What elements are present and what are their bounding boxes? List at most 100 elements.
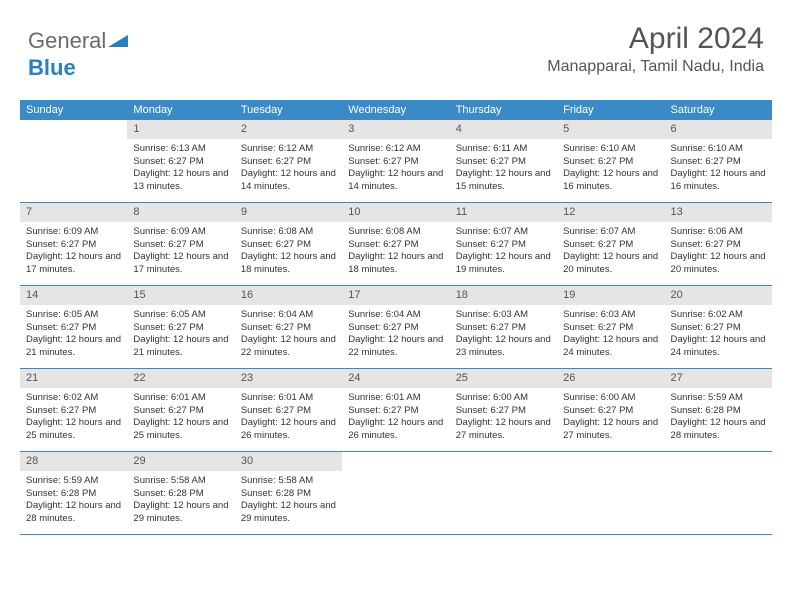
day-details: Sunrise: 5:59 AMSunset: 6:28 PMDaylight:… — [665, 388, 772, 449]
calendar-cell: 29Sunrise: 5:58 AMSunset: 6:28 PMDayligh… — [127, 452, 234, 534]
day-number: 28 — [20, 452, 127, 471]
calendar-cell: 16Sunrise: 6:04 AMSunset: 6:27 PMDayligh… — [235, 286, 342, 368]
calendar-week: 14Sunrise: 6:05 AMSunset: 6:27 PMDayligh… — [20, 286, 772, 369]
daylight-text: Daylight: 12 hours and 18 minutes. — [348, 251, 443, 277]
day-details: Sunrise: 6:07 AMSunset: 6:27 PMDaylight:… — [450, 222, 557, 283]
logo-text-1: General — [28, 28, 106, 53]
sunrise-text: Sunrise: 5:59 AM — [26, 475, 121, 488]
dow-tuesday: Tuesday — [235, 100, 342, 120]
sunset-text: Sunset: 6:27 PM — [348, 405, 443, 418]
daylight-text: Daylight: 12 hours and 22 minutes. — [241, 334, 336, 360]
sunset-text: Sunset: 6:28 PM — [241, 488, 336, 501]
sunset-text: Sunset: 6:27 PM — [133, 156, 228, 169]
sunrise-text: Sunrise: 6:06 AM — [671, 226, 766, 239]
sunset-text: Sunset: 6:27 PM — [563, 322, 658, 335]
day-details: Sunrise: 5:58 AMSunset: 6:28 PMDaylight:… — [127, 471, 234, 532]
sunrise-text: Sunrise: 6:02 AM — [671, 309, 766, 322]
calendar-cell — [450, 452, 557, 534]
day-number: 19 — [557, 286, 664, 305]
calendar-week: 7Sunrise: 6:09 AMSunset: 6:27 PMDaylight… — [20, 203, 772, 286]
daylight-text: Daylight: 12 hours and 26 minutes. — [348, 417, 443, 443]
calendar-cell — [20, 120, 127, 202]
daylight-text: Daylight: 12 hours and 16 minutes. — [563, 168, 658, 194]
sunrise-text: Sunrise: 5:58 AM — [133, 475, 228, 488]
sunrise-text: Sunrise: 6:10 AM — [671, 143, 766, 156]
day-number: 30 — [235, 452, 342, 471]
sunset-text: Sunset: 6:27 PM — [241, 156, 336, 169]
sunrise-text: Sunrise: 6:05 AM — [133, 309, 228, 322]
day-number: 13 — [665, 203, 772, 222]
day-details: Sunrise: 6:03 AMSunset: 6:27 PMDaylight:… — [450, 305, 557, 366]
sunset-text: Sunset: 6:27 PM — [241, 239, 336, 252]
day-details: Sunrise: 6:00 AMSunset: 6:27 PMDaylight:… — [557, 388, 664, 449]
daylight-text: Daylight: 12 hours and 17 minutes. — [26, 251, 121, 277]
calendar-cell: 7Sunrise: 6:09 AMSunset: 6:27 PMDaylight… — [20, 203, 127, 285]
sunrise-text: Sunrise: 6:10 AM — [563, 143, 658, 156]
day-details: Sunrise: 6:09 AMSunset: 6:27 PMDaylight:… — [20, 222, 127, 283]
sunset-text: Sunset: 6:27 PM — [456, 239, 551, 252]
sunset-text: Sunset: 6:28 PM — [671, 405, 766, 418]
sunrise-text: Sunrise: 6:03 AM — [456, 309, 551, 322]
dow-wednesday: Wednesday — [342, 100, 449, 120]
daylight-text: Daylight: 12 hours and 24 minutes. — [563, 334, 658, 360]
calendar-cell: 3Sunrise: 6:12 AMSunset: 6:27 PMDaylight… — [342, 120, 449, 202]
sunset-text: Sunset: 6:27 PM — [133, 405, 228, 418]
sunrise-text: Sunrise: 6:07 AM — [456, 226, 551, 239]
day-number: 2 — [235, 120, 342, 139]
calendar-cell: 2Sunrise: 6:12 AMSunset: 6:27 PMDaylight… — [235, 120, 342, 202]
calendar-cell: 14Sunrise: 6:05 AMSunset: 6:27 PMDayligh… — [20, 286, 127, 368]
sunrise-text: Sunrise: 6:04 AM — [348, 309, 443, 322]
calendar-cell: 26Sunrise: 6:00 AMSunset: 6:27 PMDayligh… — [557, 369, 664, 451]
day-number: 15 — [127, 286, 234, 305]
logo-text-2: Blue — [28, 55, 76, 80]
day-details: Sunrise: 6:10 AMSunset: 6:27 PMDaylight:… — [557, 139, 664, 200]
day-details: Sunrise: 6:06 AMSunset: 6:27 PMDaylight:… — [665, 222, 772, 283]
calendar-cell: 12Sunrise: 6:07 AMSunset: 6:27 PMDayligh… — [557, 203, 664, 285]
day-details: Sunrise: 6:00 AMSunset: 6:27 PMDaylight:… — [450, 388, 557, 449]
calendar-cell — [557, 452, 664, 534]
day-details: Sunrise: 6:02 AMSunset: 6:27 PMDaylight:… — [20, 388, 127, 449]
day-details: Sunrise: 6:07 AMSunset: 6:27 PMDaylight:… — [557, 222, 664, 283]
sunrise-text: Sunrise: 6:02 AM — [26, 392, 121, 405]
day-number: 8 — [127, 203, 234, 222]
calendar-cell: 27Sunrise: 5:59 AMSunset: 6:28 PMDayligh… — [665, 369, 772, 451]
day-number: 17 — [342, 286, 449, 305]
daylight-text: Daylight: 12 hours and 18 minutes. — [241, 251, 336, 277]
sunrise-text: Sunrise: 6:00 AM — [563, 392, 658, 405]
daylight-text: Daylight: 12 hours and 20 minutes. — [563, 251, 658, 277]
day-details: Sunrise: 6:04 AMSunset: 6:27 PMDaylight:… — [235, 305, 342, 366]
day-details: Sunrise: 6:02 AMSunset: 6:27 PMDaylight:… — [665, 305, 772, 366]
sunset-text: Sunset: 6:27 PM — [563, 156, 658, 169]
day-details: Sunrise: 6:08 AMSunset: 6:27 PMDaylight:… — [342, 222, 449, 283]
day-details: Sunrise: 6:12 AMSunset: 6:27 PMDaylight:… — [235, 139, 342, 200]
day-details: Sunrise: 6:11 AMSunset: 6:27 PMDaylight:… — [450, 139, 557, 200]
day-number: 14 — [20, 286, 127, 305]
sunrise-text: Sunrise: 5:58 AM — [241, 475, 336, 488]
daylight-text: Daylight: 12 hours and 29 minutes. — [133, 500, 228, 526]
day-number: 9 — [235, 203, 342, 222]
calendar-cell: 20Sunrise: 6:02 AMSunset: 6:27 PMDayligh… — [665, 286, 772, 368]
calendar-cell: 5Sunrise: 6:10 AMSunset: 6:27 PMDaylight… — [557, 120, 664, 202]
sunset-text: Sunset: 6:28 PM — [133, 488, 228, 501]
sunset-text: Sunset: 6:27 PM — [348, 239, 443, 252]
calendar-cell: 10Sunrise: 6:08 AMSunset: 6:27 PMDayligh… — [342, 203, 449, 285]
day-number: 23 — [235, 369, 342, 388]
calendar: Sunday Monday Tuesday Wednesday Thursday… — [20, 100, 772, 535]
sunset-text: Sunset: 6:27 PM — [563, 239, 658, 252]
daylight-text: Daylight: 12 hours and 23 minutes. — [456, 334, 551, 360]
day-number: 7 — [20, 203, 127, 222]
day-number: 26 — [557, 369, 664, 388]
day-number: 21 — [20, 369, 127, 388]
calendar-cell: 8Sunrise: 6:09 AMSunset: 6:27 PMDaylight… — [127, 203, 234, 285]
day-details: Sunrise: 6:01 AMSunset: 6:27 PMDaylight:… — [342, 388, 449, 449]
month-title: April 2024 — [547, 22, 764, 56]
calendar-cell: 9Sunrise: 6:08 AMSunset: 6:27 PMDaylight… — [235, 203, 342, 285]
day-number: 3 — [342, 120, 449, 139]
calendar-cell: 28Sunrise: 5:59 AMSunset: 6:28 PMDayligh… — [20, 452, 127, 534]
daylight-text: Daylight: 12 hours and 21 minutes. — [133, 334, 228, 360]
calendar-cell — [342, 452, 449, 534]
sunrise-text: Sunrise: 6:07 AM — [563, 226, 658, 239]
day-details: Sunrise: 6:12 AMSunset: 6:27 PMDaylight:… — [342, 139, 449, 200]
dow-friday: Friday — [557, 100, 664, 120]
calendar-cell: 25Sunrise: 6:00 AMSunset: 6:27 PMDayligh… — [450, 369, 557, 451]
